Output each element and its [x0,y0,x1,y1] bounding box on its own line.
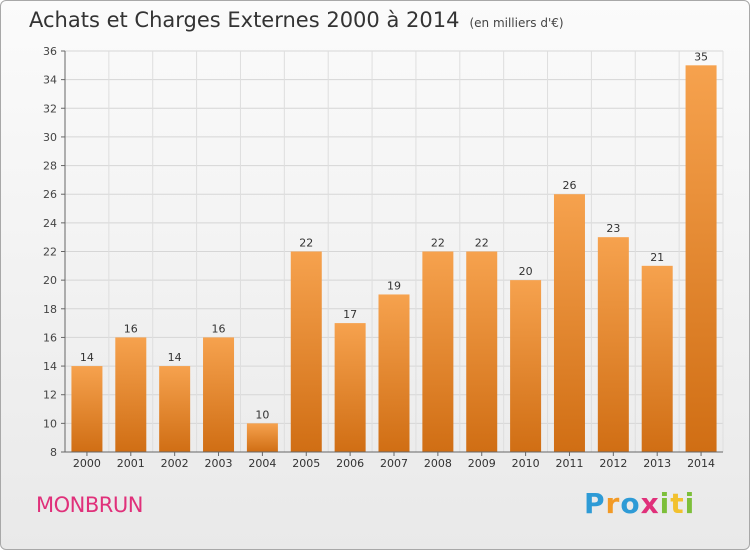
data-label: 23 [606,222,620,235]
bar [597,237,629,452]
data-label: 10 [255,408,269,421]
axes [61,50,723,456]
bar [290,251,322,452]
commune-name: MONBRUN [36,493,143,517]
chart-title: Achats et Charges Externes 2000 à 2014 (e… [29,8,564,32]
data-label: 35 [694,50,708,63]
y-tick-label: 16 [43,331,57,344]
y-tick-label: 20 [43,274,57,287]
y-tick-label: 32 [43,102,57,115]
x-tick-label: 2005 [292,457,320,470]
bar [246,423,278,452]
x-tick-label: 2001 [117,457,145,470]
x-tick-label: 2002 [161,457,189,470]
data-label: 19 [387,279,401,292]
x-tick-label: 2003 [205,457,233,470]
bar [685,65,717,453]
data-label: 16 [212,322,226,335]
y-tick-label: 8 [50,446,57,459]
y-tick-label: 36 [43,45,57,58]
chart-title-text: Achats et Charges Externes 2000 à 2014 [29,8,460,32]
x-tick-label: 2012 [599,457,627,470]
x-tick-label: 2013 [643,457,671,470]
x-tick-label: 2014 [687,457,715,470]
x-tick-label: 2000 [73,457,101,470]
data-label: 22 [299,237,313,250]
bar [159,366,191,452]
y-tick-label: 28 [43,160,57,173]
data-label: 16 [124,322,138,335]
data-label: 14 [80,351,94,364]
data-label: 20 [519,265,533,278]
y-tick-label: 22 [43,246,57,259]
x-tick-label: 2006 [336,457,364,470]
data-label: 22 [475,237,489,250]
data-label: 17 [343,308,357,321]
chart-subtitle: (en milliers d'€) [469,16,564,30]
bar [422,251,454,452]
y-tick-label: 26 [43,188,57,201]
y-tick-label: 30 [43,131,57,144]
bar [641,265,673,452]
y-tick-label: 24 [43,217,57,230]
bar [71,366,103,452]
y-tick-label: 10 [43,417,57,430]
x-tick-label: 2009 [468,457,496,470]
data-label: 21 [650,251,664,264]
bar [553,194,585,452]
y-tick-label: 12 [43,389,57,402]
bar [115,337,147,452]
data-label: 14 [168,351,182,364]
x-tick-label: 2010 [512,457,540,470]
proxiti-logo[interactable]: Proxiti [584,487,696,520]
y-tick-label: 34 [43,74,57,87]
labels: 8 10 12 14 16 18 20 22 24 26 28 30 32 34 36 14 2000 16 200… [43,45,715,470]
x-tick-label: 2007 [380,457,408,470]
bar [510,280,542,452]
x-tick-label: 2011 [555,457,583,470]
bar [334,323,366,452]
x-tick-label: 2004 [248,457,276,470]
bar [466,251,498,452]
data-label: 26 [562,179,576,192]
y-tick-label: 18 [43,303,57,316]
bar [203,337,235,452]
data-label: 22 [431,237,445,250]
bar [378,294,410,452]
x-tick-label: 2008 [424,457,452,470]
bars [71,65,717,453]
y-tick-label: 14 [43,360,57,373]
